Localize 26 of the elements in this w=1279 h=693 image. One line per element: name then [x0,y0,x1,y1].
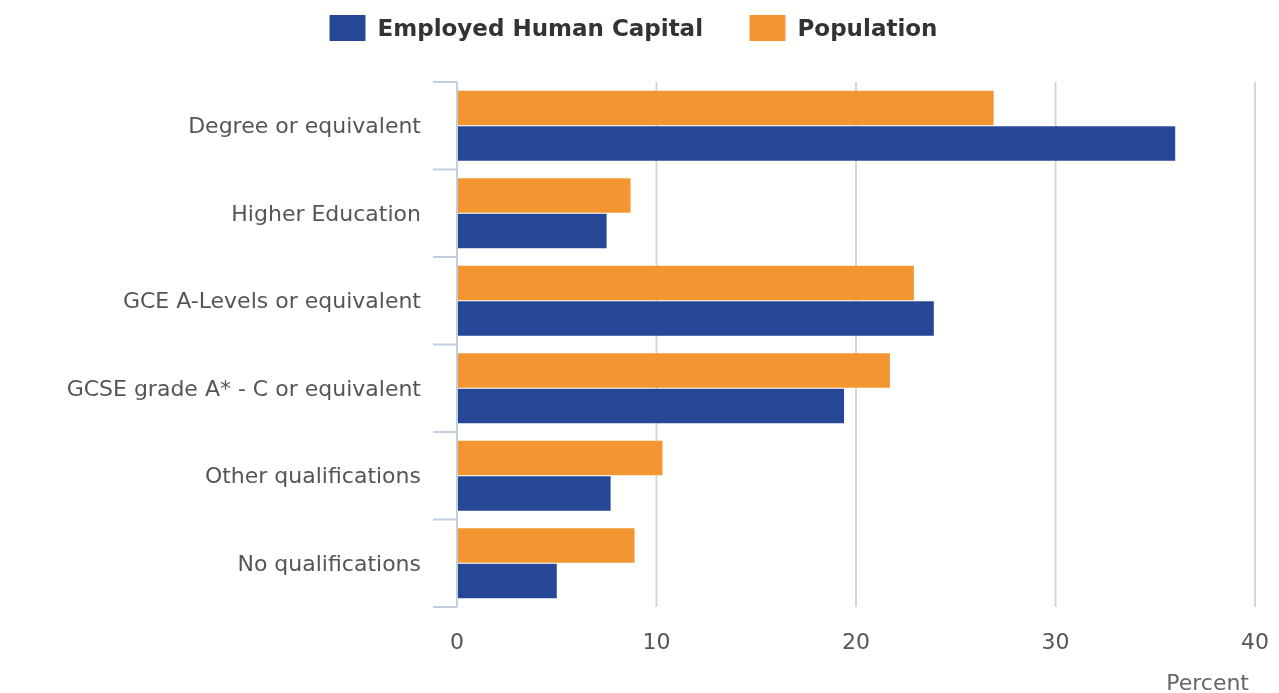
bar [457,301,934,336]
y-tick-label: GCSE grade A* - C or equivalent [66,375,422,401]
bar [457,213,607,249]
bar [457,388,845,424]
x-tick-label: 40 [1241,629,1269,654]
y-tick-label: Higher Education [231,200,421,226]
bar [457,440,663,476]
bar [457,90,994,126]
bar [457,126,1176,161]
legend-label: Employed Human Capital [377,15,704,42]
y-tick-label: Degree or equivalent [188,113,422,139]
bar [457,178,631,213]
bar [457,265,914,301]
x-tick-label: 0 [450,629,464,654]
x-tick-label: 10 [642,629,671,654]
bar [457,353,890,388]
x-axis-title: Percent [1166,670,1250,693]
bar [457,563,557,599]
y-tick-label: GCE A-Levels or equivalent [122,288,422,314]
y-tick-label: No qualifications [237,550,421,576]
bar [457,528,635,563]
x-tick-label: 20 [842,629,870,654]
x-tick-label: 30 [1041,629,1070,654]
y-tick-label: Other qualifications [204,463,421,489]
bar [457,476,611,511]
legend-label: Population [797,15,938,42]
